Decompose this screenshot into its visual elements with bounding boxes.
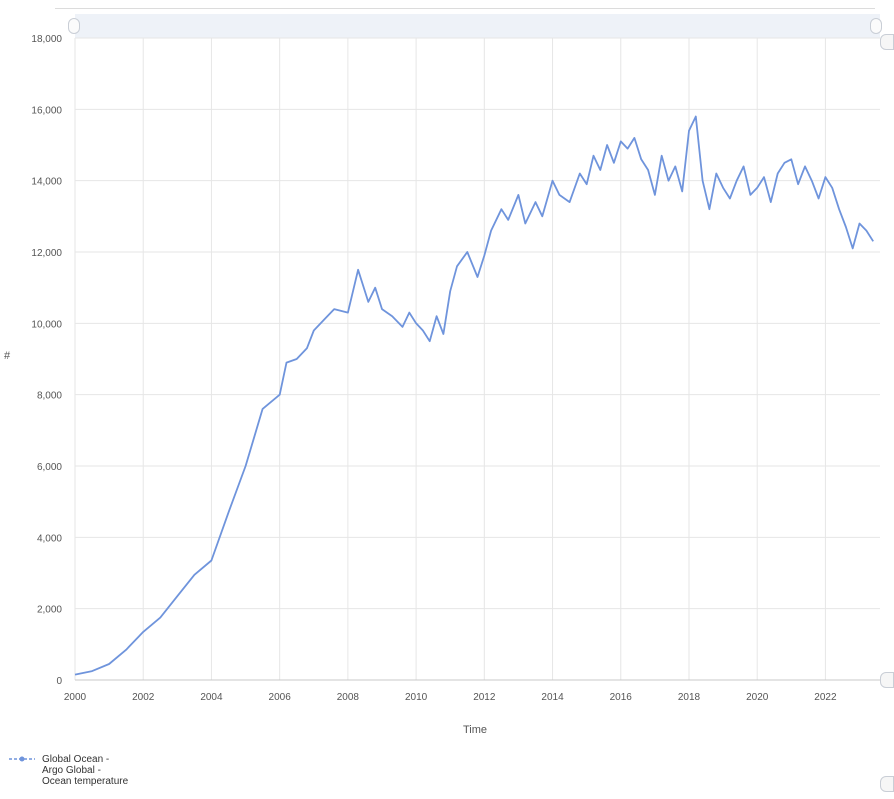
x-tick-label: 2002 — [132, 692, 155, 703]
y-tick-label: 8,000 — [37, 391, 62, 402]
x-tick-label: 2020 — [746, 692, 769, 703]
x-tick-label: 2016 — [610, 692, 633, 703]
x-tick-label: 2012 — [473, 692, 496, 703]
series-line — [74, 115, 874, 676]
x-tick-label: 2014 — [541, 692, 564, 703]
y-tick-label: 10,000 — [31, 319, 62, 330]
y-tick-label: 2,000 — [37, 605, 62, 616]
y-tick-label: 4,000 — [37, 533, 62, 544]
grid — [74, 37, 880, 681]
legend-line-swatch-icon — [8, 754, 36, 764]
range-navigator-bar[interactable] — [75, 14, 880, 38]
range-handle-right[interactable] — [870, 18, 882, 34]
top-divider — [55, 8, 875, 9]
y-tick-label: 0 — [56, 676, 62, 687]
x-tick-label: 2000 — [64, 692, 87, 703]
y-tick-label: 14,000 — [31, 177, 62, 188]
x-axis-tick-labels: 2000 2002 2004 2006 2008 2010 2012 2014 2016 2018… — [64, 692, 837, 703]
y-axis-title: # — [4, 350, 11, 362]
y-tick-label: 12,000 — [31, 248, 62, 259]
x-tick-label: 2008 — [337, 692, 360, 703]
y-tick-label: 16,000 — [31, 105, 62, 116]
x-tick-label: 2018 — [678, 692, 701, 703]
range-handle-left[interactable] — [68, 18, 80, 34]
y-tick-label: 18,000 — [31, 34, 62, 45]
x-tick-label: 2010 — [405, 692, 428, 703]
y-axis-tick-labels: 0 2,000 4,000 6,000 8,000 10,000 12,000 14,000 1… — [31, 34, 62, 687]
x-axis-title: Time — [462, 724, 488, 736]
x-tick-label: 2022 — [814, 692, 837, 703]
x-tick-label: 2006 — [269, 692, 292, 703]
legend-label: Global Ocean - Argo Global - Ocean tempe… — [42, 754, 129, 787]
legend-item[interactable]: Global Ocean - Argo Global - Ocean tempe… — [8, 754, 137, 787]
x-tick-label: 2004 — [200, 692, 223, 703]
series-group — [74, 115, 874, 676]
y-tick-label: 6,000 — [37, 462, 62, 473]
